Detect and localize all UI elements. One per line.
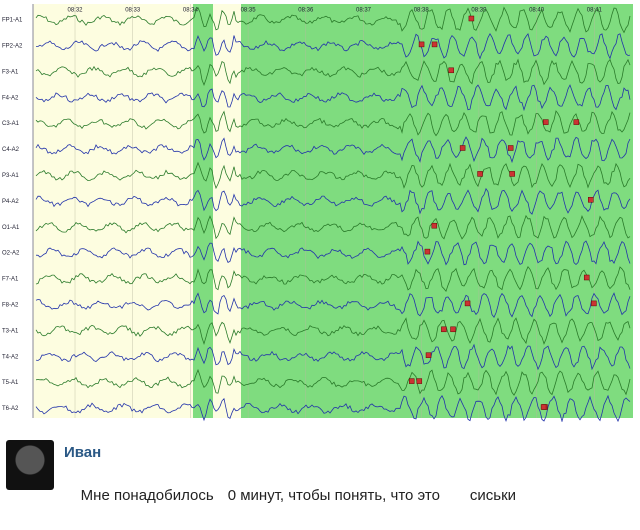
- author: Иван: [64, 444, 102, 461]
- waveform: [35, 6, 631, 34]
- time-label: 08:40: [529, 8, 545, 14]
- marker: [416, 378, 423, 384]
- waveform: [35, 187, 631, 215]
- marker: [448, 67, 454, 74]
- comment-text: Мне понадобилось 0 минут, чтобы понять, ч…: [64, 470, 530, 521]
- time-label: 08:39: [471, 8, 487, 14]
- waveform: [35, 317, 631, 346]
- text-part: 0 минут, чтобы понять, что это: [227, 487, 440, 504]
- marker: [583, 274, 590, 281]
- marker: [424, 248, 431, 255]
- channel-label: T3-A1: [2, 328, 19, 334]
- marker: [450, 326, 456, 333]
- marker: [418, 41, 425, 48]
- channel-label: F8-A2: [2, 302, 19, 308]
- channel-label: F7-A1: [2, 277, 19, 283]
- marker: [425, 352, 432, 358]
- comment: Иван Мне понадобилось 0 минут, чтобы поня…: [0, 428, 640, 530]
- time-label: 08:36: [298, 8, 314, 14]
- marker: [509, 171, 515, 177]
- marker: [408, 378, 415, 384]
- marker: [468, 15, 475, 22]
- marker: [477, 171, 483, 177]
- time-label: 08:38: [414, 8, 430, 14]
- channel-label: O1-A1: [2, 225, 20, 231]
- time-label: 08:32: [67, 8, 83, 14]
- channel-label: P4-A2: [2, 199, 19, 205]
- channel-label: C3-A1: [2, 121, 20, 127]
- marker: [543, 119, 549, 125]
- waveform: [35, 292, 631, 318]
- waveform: [35, 266, 631, 293]
- avatar: [6, 440, 54, 490]
- marker: [441, 326, 447, 333]
- waveform: [35, 214, 631, 240]
- time-label: 08:41: [587, 8, 603, 14]
- time-label: 08:34: [183, 8, 199, 14]
- channel-label: T4-A2: [2, 354, 19, 360]
- marker: [459, 145, 466, 151]
- marker: [431, 222, 438, 229]
- channel-label: F3-A1: [2, 69, 19, 75]
- marker: [507, 145, 514, 151]
- waveform: [35, 136, 631, 164]
- waveform: [35, 110, 631, 137]
- channel-label: FP1-A1: [2, 18, 23, 24]
- text-part: Мне понадобилось: [80, 487, 214, 504]
- time-label: 08:33: [125, 8, 141, 14]
- waveform: [35, 394, 631, 422]
- channel-label: T5-A1: [2, 380, 19, 386]
- marker: [431, 41, 438, 48]
- marker: [591, 300, 597, 307]
- marker: [464, 300, 471, 307]
- channel-label: FP2-A2: [2, 43, 23, 49]
- time-label: 08:37: [356, 8, 372, 14]
- waveform: [35, 84, 631, 112]
- marker: [573, 119, 580, 125]
- channel-label: O2-A2: [2, 251, 20, 257]
- waveform: [35, 161, 631, 190]
- channel-label: P3-A1: [2, 173, 19, 179]
- channel-label: C4-A2: [2, 147, 20, 153]
- waveform: [35, 343, 631, 371]
- time-label: 08:35: [241, 8, 257, 14]
- marker: [540, 404, 547, 410]
- eeg-view: 08:32 08:33 08:34 08:35 08:36 08:37 08:38 08:39…: [2, 4, 633, 422]
- channel-label: T6-A2: [2, 406, 19, 412]
- waveform: [35, 58, 631, 87]
- text-part: сиськи: [469, 487, 517, 504]
- highlight: [193, 4, 213, 418]
- channel-label: F4-A2: [2, 95, 19, 101]
- waveform: [35, 368, 631, 396]
- waveform: [36, 32, 631, 60]
- marker: [588, 197, 594, 203]
- waveform: [35, 240, 631, 266]
